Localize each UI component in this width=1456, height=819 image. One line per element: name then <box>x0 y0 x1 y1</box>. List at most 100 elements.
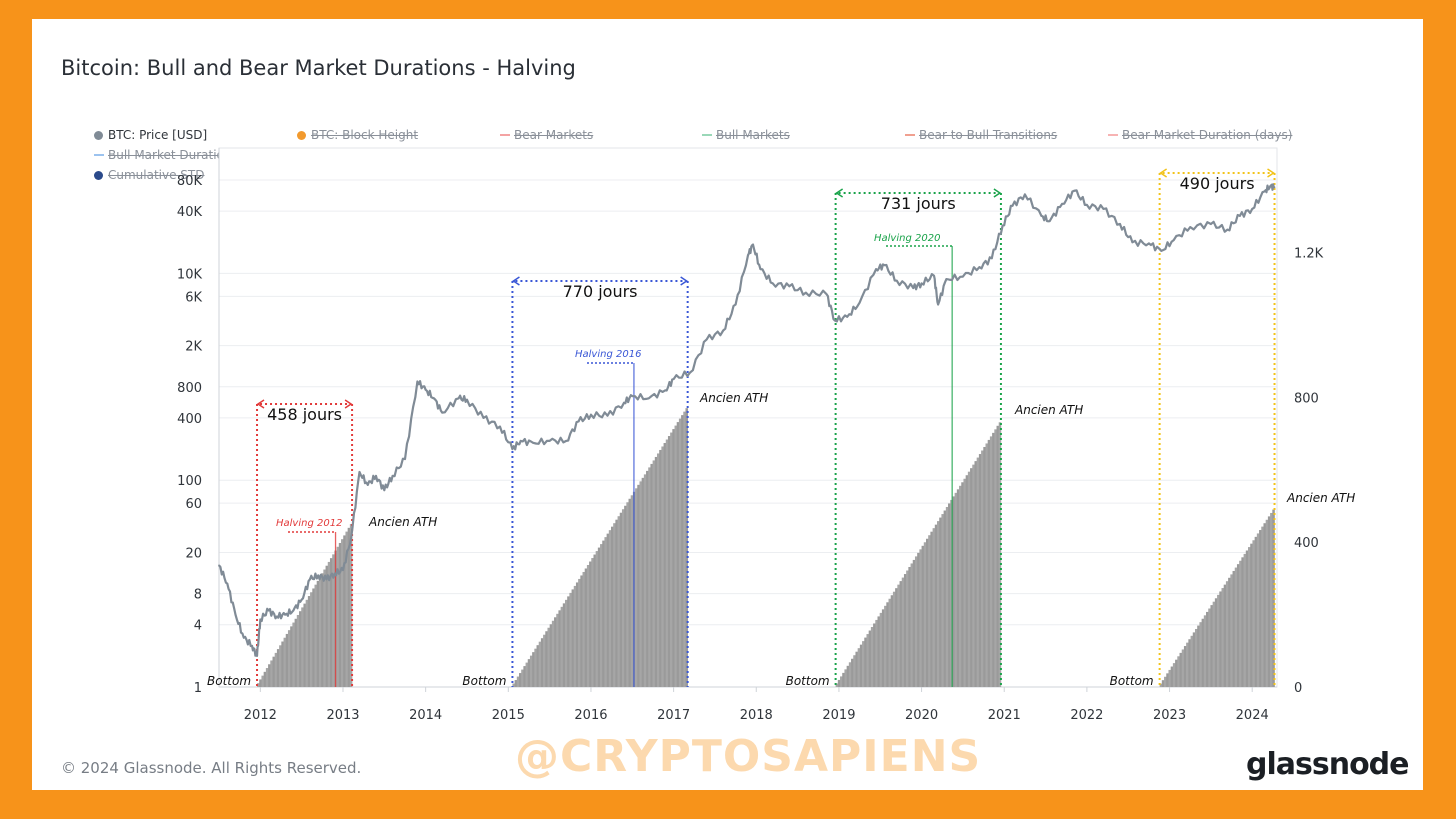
duration-bar <box>268 664 271 687</box>
price-point <box>1160 249 1163 252</box>
y-left-tick-label: 800 <box>177 381 202 396</box>
duration-bar <box>621 509 625 687</box>
price-point <box>788 285 791 288</box>
duration-bar <box>538 641 542 687</box>
duration-bar <box>274 652 278 687</box>
duration-bar <box>1228 577 1231 687</box>
price-point <box>251 644 253 647</box>
halving-label: Halving 2016 <box>575 349 641 360</box>
duration-bar <box>652 460 656 687</box>
duration-bar <box>1199 622 1202 687</box>
duration-bar <box>943 510 947 687</box>
price-point <box>1189 226 1192 229</box>
price-point <box>1147 242 1150 245</box>
legend-marker <box>1108 134 1118 136</box>
legend-label: BTC: Block Height <box>311 128 419 142</box>
duration-bar <box>670 432 673 687</box>
duration-bar <box>923 542 927 687</box>
legend-item-13[interactable]: Cumulative STD <box>94 168 205 182</box>
duration-bar <box>283 637 287 687</box>
duration-bar <box>532 652 535 687</box>
price-point <box>1085 203 1088 206</box>
duration-bar <box>573 585 577 687</box>
legend-item-6[interactable]: Bear Market Duration (days) <box>1108 128 1292 142</box>
duration-bar <box>276 649 280 687</box>
halving-label: Halving 2020 <box>874 233 940 244</box>
price-point <box>511 448 514 450</box>
price-point <box>325 578 328 581</box>
duration-bar <box>941 514 944 687</box>
price-point <box>383 489 386 492</box>
legend-item-4[interactable]: Bull Markets <box>702 128 790 142</box>
duration-bar <box>564 599 568 687</box>
x-tick-label: 2019 <box>822 708 855 723</box>
duration-bar <box>1177 656 1180 687</box>
duration-bar <box>578 578 581 687</box>
duration-bar <box>265 668 269 687</box>
duration-bar <box>556 613 559 687</box>
price-point <box>309 578 311 581</box>
duration-bar <box>877 616 880 687</box>
duration-bar <box>569 592 572 687</box>
duration-bar <box>1172 663 1176 687</box>
x-tick-label: 2012 <box>244 708 277 723</box>
duration-bar <box>643 474 647 687</box>
price-point <box>1023 193 1026 196</box>
duration-bar <box>584 568 588 687</box>
duration-bar <box>554 617 557 687</box>
duration-bar <box>937 521 940 687</box>
duration-bar <box>1256 533 1260 687</box>
legend-item-3[interactable]: Bear Markets <box>500 128 593 142</box>
legend-item-2[interactable]: BTC: Block Height <box>297 128 418 142</box>
duration-bar <box>567 596 570 687</box>
duration-bar <box>965 475 969 687</box>
duration-bar <box>347 527 351 687</box>
duration-bar <box>1179 652 1183 687</box>
duration-bar <box>279 645 282 687</box>
duration-bar <box>663 443 667 687</box>
price-point <box>1251 208 1254 210</box>
duration-bar <box>600 544 603 687</box>
duration-bar <box>848 662 852 687</box>
duration-bar <box>862 641 865 687</box>
legend-marker <box>500 134 510 136</box>
duration-bar <box>659 449 662 687</box>
duration-bar <box>540 638 544 687</box>
duration-bar <box>919 549 922 687</box>
duration-bar <box>597 547 601 687</box>
legend-item-1[interactable]: BTC: Price [USD] <box>94 128 207 142</box>
duration-bar <box>626 502 629 687</box>
price-point <box>858 301 861 304</box>
duration-bar <box>1234 567 1238 687</box>
duration-bar <box>974 461 977 687</box>
duration-bar <box>868 630 872 687</box>
duration-bar <box>1203 615 1207 687</box>
price-point <box>590 413 592 416</box>
x-tick-label: 2024 <box>1236 708 1269 723</box>
duration-bar <box>575 582 579 687</box>
duration-bar <box>595 551 599 687</box>
duration-bar <box>914 556 918 687</box>
duration-bar <box>888 598 892 687</box>
legend-item-5[interactable]: Bear to Bull Transitions <box>905 128 1057 142</box>
duration-label: 458 jours <box>267 405 342 424</box>
price-point <box>1172 239 1175 241</box>
duration-bar <box>516 676 520 687</box>
duration-bar <box>921 545 925 687</box>
duration-bar <box>316 580 320 687</box>
duration-bar <box>879 612 883 687</box>
duration-bar <box>683 411 686 687</box>
price-point <box>664 389 667 392</box>
duration-bar <box>873 623 876 687</box>
price-point <box>333 572 336 575</box>
brand-logo: glassnode <box>1246 747 1410 782</box>
legend-label: Bear to Bull Transitions <box>919 128 1058 142</box>
duration-bar <box>617 516 621 687</box>
price-point <box>1273 186 1276 189</box>
duration-bar <box>1206 611 1209 687</box>
y-left-tick-label: 60 <box>185 497 202 512</box>
duration-bar <box>628 498 632 687</box>
duration-bar <box>1197 625 1200 687</box>
legend-label: BTC: Price [USD] <box>108 128 208 142</box>
duration-bar <box>674 425 678 687</box>
